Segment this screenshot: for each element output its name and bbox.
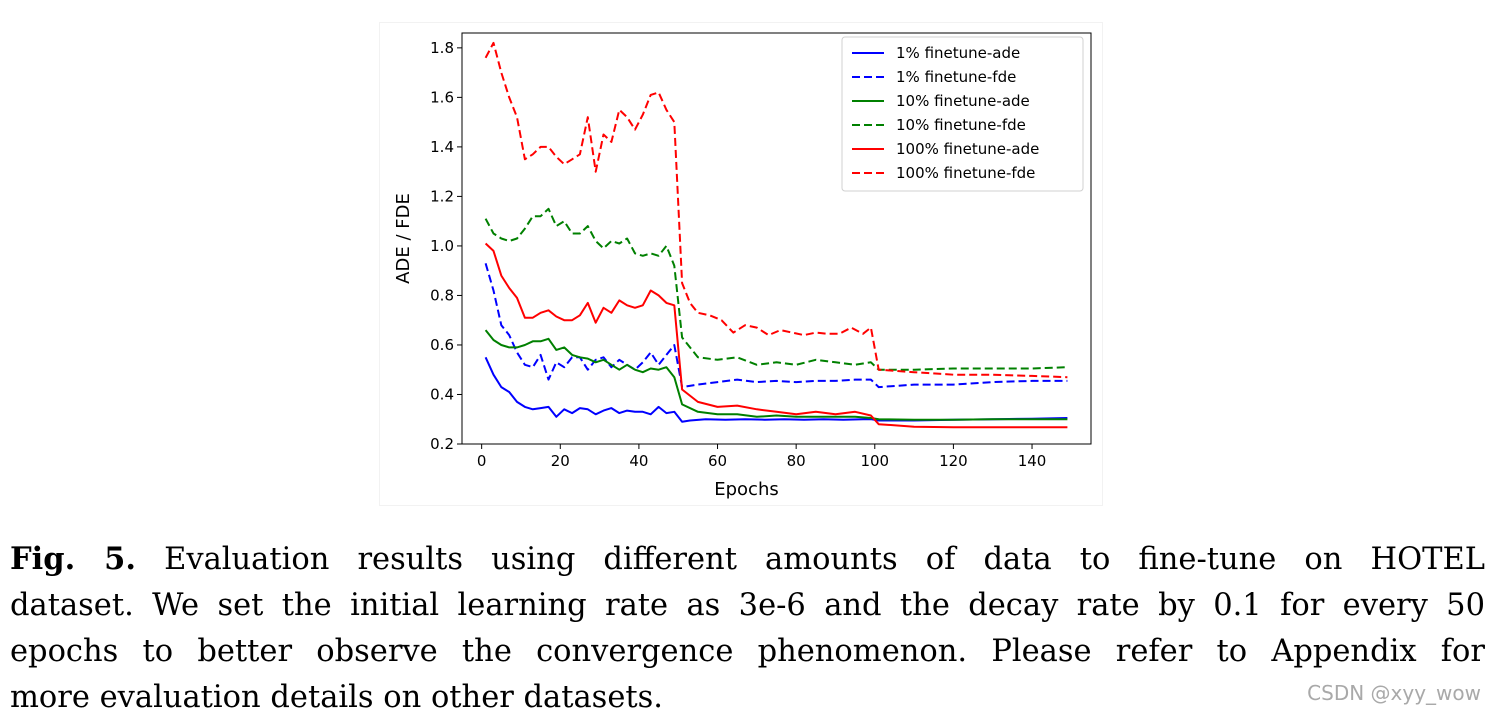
line-chart: 0 20 40 60 80 100 120 140 0.2 0.4 0.6 0.8 1.0 1.2 1.4 1… [393,32,1092,500]
x-tick-label: 140 [1018,452,1047,470]
legend-label: 1% finetune-fde [896,68,1016,86]
x-tick-label: 80 [787,452,806,470]
x-tick-label: 0 [477,452,487,470]
figure-panel: 0 20 40 60 80 100 120 140 0.2 0.4 0.6 0.8 1.0 1.2 1.4 1… [379,22,1103,506]
legend-label: 1% finetune-ade [896,44,1020,62]
y-axis-label: ADE / FDE [393,193,414,284]
legend-label: 100% finetune-ade [896,140,1039,158]
y-tick-label: 0.2 [430,435,454,453]
legend-label: 10% finetune-fde [896,116,1026,134]
watermark: CSDN @xyy_wow [1307,681,1481,705]
y-tick-label: 1.8 [430,39,454,57]
y-tick-label: 0.6 [430,336,454,354]
y-tick-label: 1.6 [430,88,454,106]
x-tick-label: 100 [860,452,889,470]
x-tick-label: 60 [708,452,727,470]
x-axis-label: Epochs [714,479,779,500]
y-tick-label: 1.4 [430,138,454,156]
caption-text-1: Evaluation results using different amoun… [164,542,1485,577]
y-tick-label: 1.2 [430,187,454,205]
plot-frame [461,32,1092,445]
x-tick-label: 20 [551,452,570,470]
caption-line-3: epochs to better observe the convergence… [10,634,1485,669]
legend-label: 10% finetune-ade [896,92,1030,110]
series-line-10-finetune-fde [484,207,1068,371]
series-line-10-finetune-ade [484,329,1068,421]
x-tick-label: 40 [629,452,648,470]
figure-caption: Fig. 5. Evaluation results using differe… [10,536,1485,721]
caption-line-2: dataset. We set the initial learning rat… [10,588,1485,623]
legend-box [841,36,1084,192]
series-line-100-finetune-ade [484,242,1068,429]
y-tick-label: 0.4 [430,385,454,403]
y-tick-label: 1.0 [430,237,454,255]
caption-line-4: more evaluation details on other dataset… [10,680,663,715]
x-tick-label: 120 [939,452,968,470]
series-line-1-finetune-fde [484,263,1068,389]
caption-line-1: Fig. 5. Evaluation results using differe… [10,536,1485,583]
y-tick-label: 0.8 [430,286,454,304]
series-line-1-finetune-ade [484,356,1068,423]
legend-label: 100% finetune-fde [896,164,1035,182]
figure-label: Fig. 5. [10,541,137,577]
